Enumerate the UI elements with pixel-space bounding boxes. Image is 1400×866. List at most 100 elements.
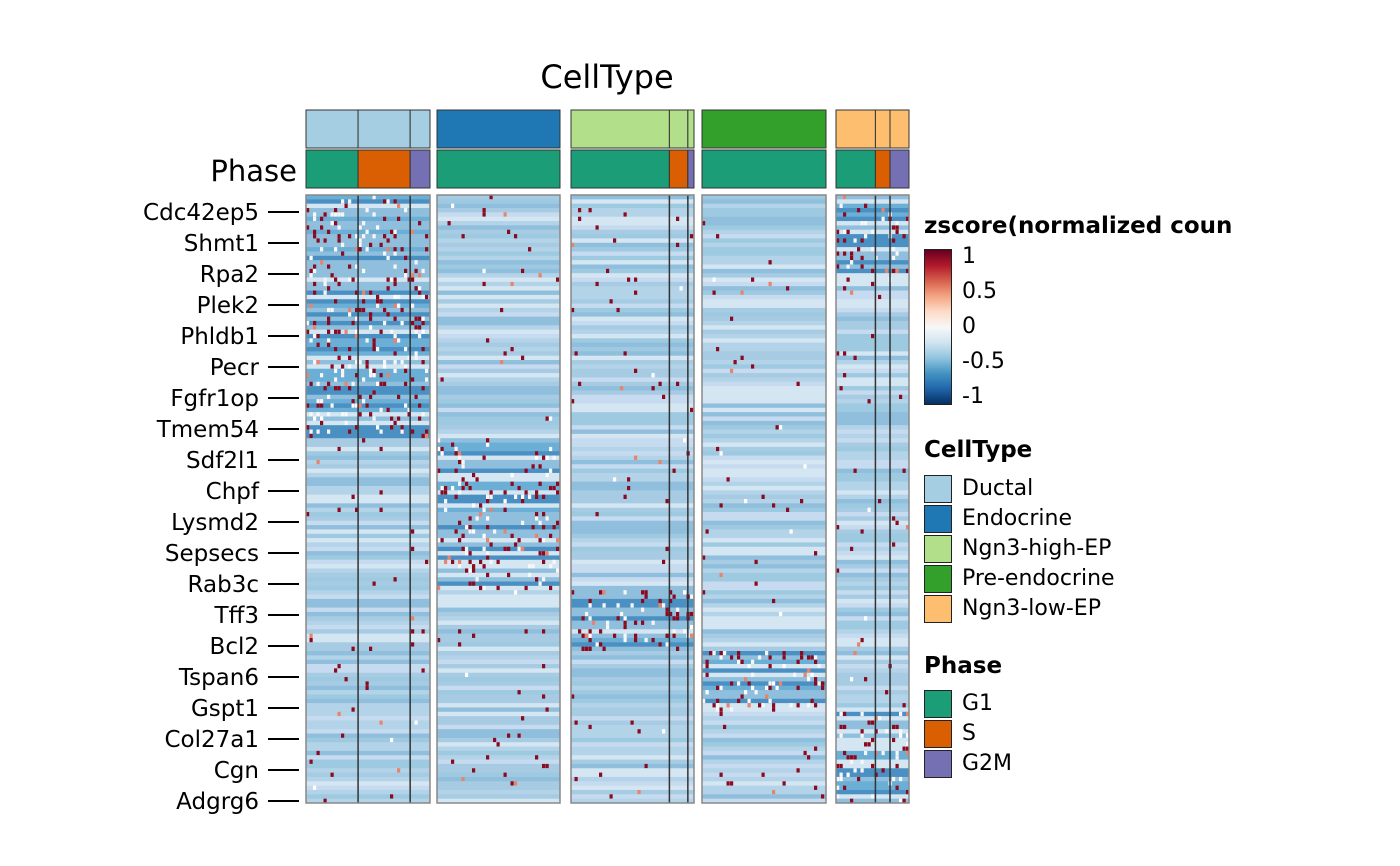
heatmap-row [437, 798, 560, 804]
heatmap-cell [376, 299, 380, 304]
celltype-annotation-ngn3-high-ep-2 [687, 109, 695, 149]
heatmap-cell [549, 416, 553, 421]
heatmap-cell [327, 329, 331, 334]
heatmap-cell [860, 711, 864, 717]
heatmap-cell [881, 208, 885, 213]
heatmap-row [836, 299, 909, 304]
heatmap-cell [623, 212, 627, 217]
heatmap-cell [839, 203, 843, 209]
heatmap-cell [337, 329, 341, 334]
heatmap-row [836, 525, 909, 530]
heatmap-cell [803, 464, 807, 469]
heatmap-cell [309, 255, 313, 261]
heatmap-row [437, 525, 560, 530]
heatmap-cell [871, 229, 875, 235]
heatmap-row [571, 212, 694, 218]
heatmap-cell [425, 429, 429, 434]
heatmap-block-ductal [305, 194, 431, 804]
heatmap-cell [556, 520, 560, 526]
heatmap-row [571, 329, 694, 335]
heatmap-cell [482, 546, 486, 552]
heatmap-cell [602, 590, 606, 595]
heatmap-cell [843, 286, 847, 291]
heatmap-row [306, 273, 430, 278]
heatmap-row [571, 225, 694, 231]
heatmap-cell [705, 690, 709, 695]
heatmap-row [437, 234, 560, 239]
heatmap-row [437, 516, 560, 522]
heatmap-row [571, 698, 694, 704]
heatmap-row [836, 390, 909, 396]
heatmap-row [702, 551, 826, 556]
heatmap-row [571, 607, 694, 613]
heatmap-cell [549, 468, 553, 473]
heatmap-cell [323, 277, 327, 282]
heatmap-cell [465, 481, 469, 486]
heatmap-cell [510, 781, 514, 786]
heatmap-row [702, 268, 826, 274]
heatmap-row [437, 290, 560, 296]
heatmap-row [702, 446, 826, 452]
heatmap-row [836, 503, 909, 509]
heatmap-row [437, 399, 560, 404]
heatmap-cell [556, 490, 560, 495]
heatmap-cell [383, 364, 387, 369]
heatmap-row [836, 533, 909, 539]
heatmap-cell [602, 646, 606, 651]
heatmap-cell [458, 629, 462, 634]
heatmap-cell [634, 637, 638, 643]
heatmap-cell [542, 577, 546, 582]
heatmap-row [571, 551, 694, 556]
heatmap-cell [768, 698, 772, 704]
heatmap-cell [330, 772, 334, 777]
heatmap-row [836, 490, 909, 496]
heatmap-cell [468, 529, 472, 534]
heatmap-row [306, 221, 430, 226]
heatmap-row [702, 338, 826, 344]
heatmap-cell [316, 750, 320, 756]
heatmap-cell [468, 516, 472, 521]
heatmap-cell [588, 208, 592, 213]
heatmap-cell [737, 659, 741, 665]
heatmap-row [702, 668, 826, 674]
heatmap-row [437, 590, 560, 595]
heatmap-cell [379, 381, 383, 387]
heatmap-row [571, 247, 694, 252]
heatmap-row [306, 477, 430, 483]
heatmap-row [306, 438, 430, 443]
heatmap-cell [397, 338, 401, 343]
heatmap-cell [458, 642, 462, 647]
heatmap-row [702, 585, 826, 591]
heatmap-row [702, 607, 826, 613]
heatmap-row [571, 399, 694, 404]
heatmap-row [437, 472, 560, 478]
heatmap-cell [800, 655, 804, 660]
heatmap-cell [542, 512, 546, 517]
heatmap-cell [334, 221, 338, 226]
heatmap-cell [836, 785, 840, 790]
heatmap-cell [676, 381, 680, 387]
heatmap-cell [810, 698, 814, 704]
heatmap-row [306, 538, 430, 543]
heatmap-cell [836, 525, 840, 530]
heatmap-cell [358, 403, 362, 408]
heatmap-cell [465, 546, 469, 552]
heatmap-cell [716, 446, 720, 452]
heatmap-row [702, 624, 826, 630]
heatmap-row [437, 655, 560, 661]
heatmap-cell [362, 438, 366, 443]
heatmap-cell [850, 759, 854, 764]
heatmap-cell [320, 403, 324, 408]
heatmap-cell [313, 325, 317, 330]
phase-legend-label: G2M [962, 751, 1013, 776]
heatmap-cell [662, 394, 666, 400]
heatmap-cell [843, 212, 847, 217]
heatmap-cell [895, 268, 899, 274]
heatmap-cell [461, 464, 465, 469]
heatmap-row [571, 755, 694, 760]
heatmap-cell [316, 238, 320, 243]
heatmap-row [306, 672, 430, 678]
heatmap-cell [521, 355, 525, 361]
heatmap-row [836, 646, 909, 652]
heatmap-cell [535, 516, 539, 521]
